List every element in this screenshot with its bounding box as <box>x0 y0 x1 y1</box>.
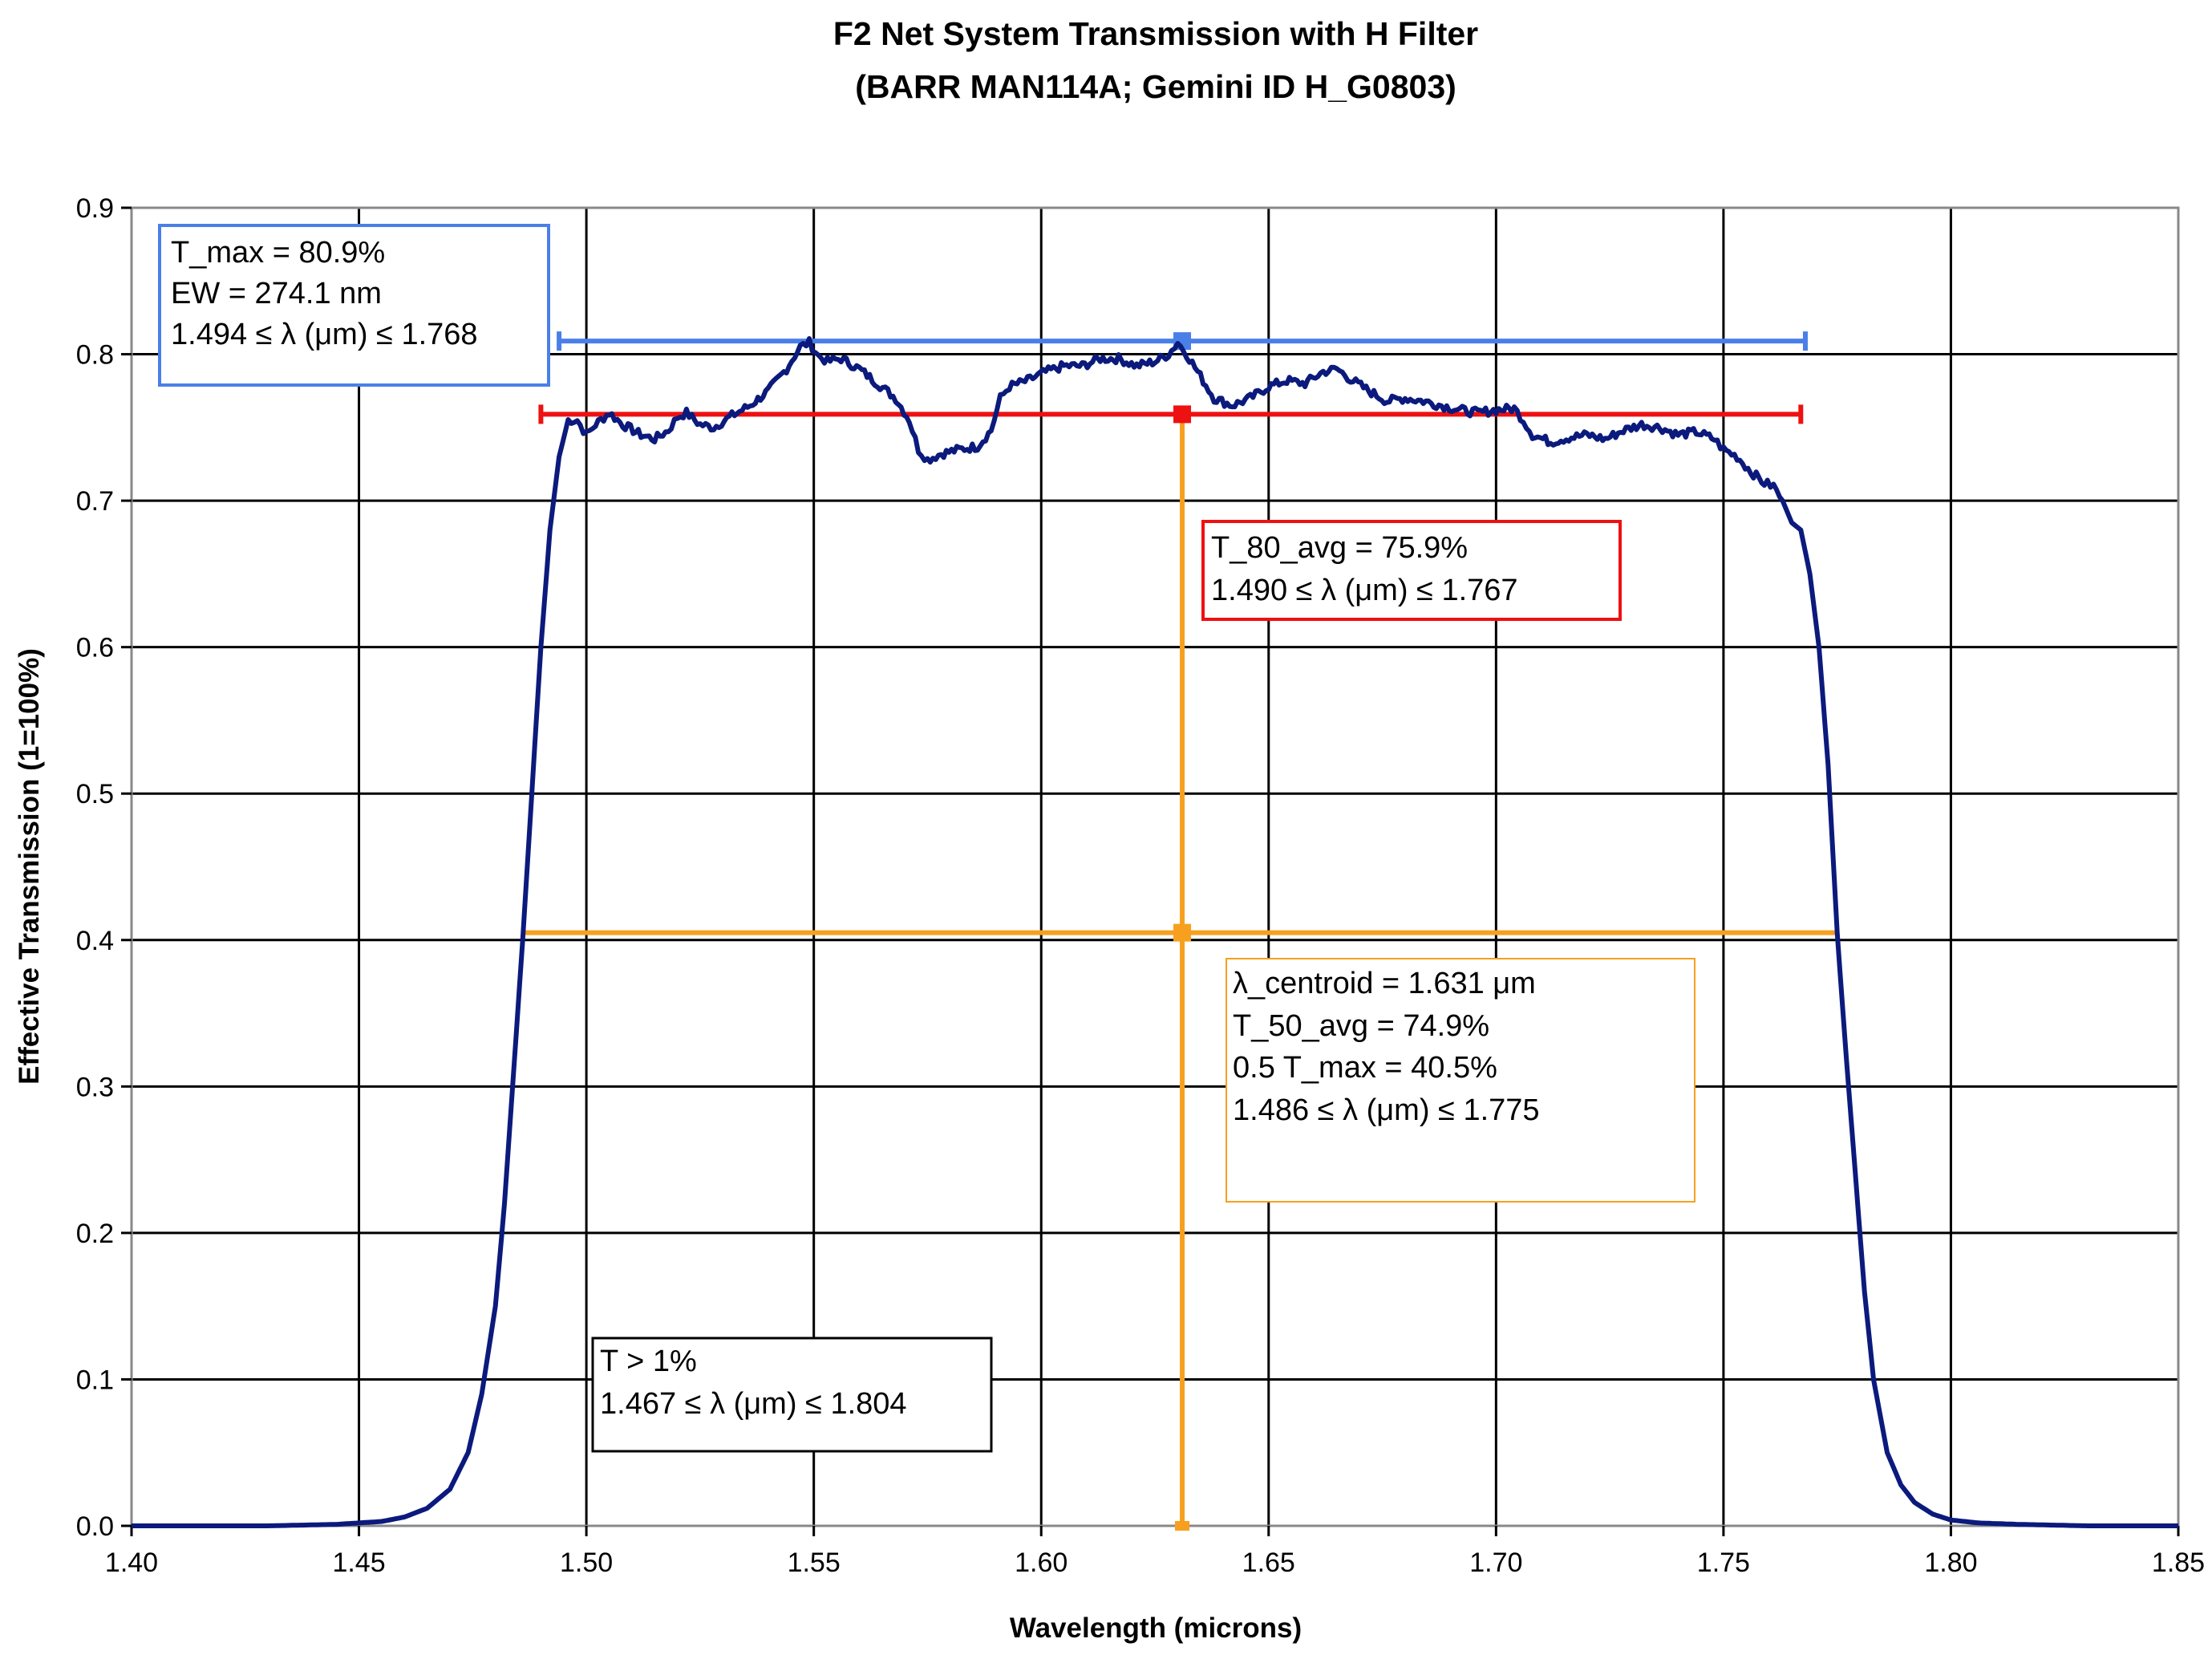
t50-box-line: 0.5 T_max = 40.5% <box>1233 1051 1497 1085</box>
t80-marker <box>1173 405 1192 424</box>
chart-title: F2 Net System Transmission with H Filter <box>833 15 1478 52</box>
t50-box-line: T_50_avg = 74.9% <box>1233 1009 1489 1043</box>
t50-box-frame <box>1226 958 1695 1203</box>
x-tick-label: 1.45 <box>332 1548 385 1578</box>
plot-frame <box>130 206 2180 1527</box>
x-tick-label: 1.85 <box>2152 1548 2205 1578</box>
chart-subtitle: (BARR MAN114A; Gemini ID H_G0803) <box>855 68 1456 105</box>
axis-ticks: 1.40 1.45 1.50 1.55 1.60 1.65 1.70 1.75 1.80 1.85… <box>76 193 2205 1578</box>
y-tick-label: 0.6 <box>76 633 114 663</box>
x-tick-label: 1.50 <box>560 1548 613 1578</box>
t1-annotation-box: T > 1% 1.467 ≤ λ (μm) ≤ 1.804 <box>591 1337 993 1453</box>
tmax-annotation-box: T_max = 80.9% EW = 274.1 nm 1.494 ≤ λ (μ… <box>158 224 550 387</box>
t50-box-line: λ_centroid = 1.631 μm <box>1233 967 1536 1000</box>
x-tick-label: 1.40 <box>105 1548 158 1578</box>
annotation-bars <box>522 331 1837 1531</box>
y-tick-label: 0.0 <box>76 1511 114 1542</box>
x-axis-title: Wavelength (microns) <box>1010 1612 1302 1644</box>
y-tick-label: 0.4 <box>76 926 114 956</box>
y-tick-label: 0.3 <box>76 1072 114 1102</box>
tmax-box-line: 1.494 ≤ λ (μm) ≤ 1.768 <box>171 318 478 351</box>
x-tick-label: 1.75 <box>1697 1548 1750 1578</box>
t80-box-line: 1.490 ≤ λ (μm) ≤ 1.767 <box>1211 574 1518 607</box>
y-tick-label: 0.9 <box>76 193 114 224</box>
grid-lines <box>132 208 2178 1526</box>
x-tick-label: 1.60 <box>1015 1548 1068 1578</box>
t50-marker <box>1173 923 1192 942</box>
series-layer <box>132 336 2178 1528</box>
t1-box-line: T > 1% <box>600 1345 697 1378</box>
y-tick-label: 0.8 <box>76 340 114 371</box>
y-tick-label: 0.5 <box>76 779 114 809</box>
y-tick-label: 0.7 <box>76 486 114 517</box>
x-tick-label: 1.70 <box>1469 1548 1522 1578</box>
tmax-box-line: T_max = 80.9% <box>171 236 385 270</box>
x-tick-label: 1.55 <box>788 1548 841 1578</box>
t80-box-frame <box>1201 520 1622 621</box>
y-tick-label: 0.1 <box>76 1365 114 1395</box>
t1-box-line: 1.467 ≤ λ (μm) ≤ 1.804 <box>600 1387 907 1421</box>
x-tick-label: 1.80 <box>1924 1548 1977 1578</box>
y-axis-title: Effective Transmission (1=100%) <box>14 648 45 1085</box>
t50-annotation-box: λ_centroid = 1.631 μm T_50_avg = 74.9% 0… <box>1226 958 1695 1203</box>
t50-box-line: 1.486 ≤ λ (μm) ≤ 1.775 <box>1233 1093 1540 1127</box>
tmax-box-line: EW = 274.1 nm <box>171 277 382 310</box>
x-tick-label: 1.65 <box>1242 1548 1295 1578</box>
y-tick-label: 0.2 <box>76 1219 114 1249</box>
transmission-curve <box>132 336 2178 1528</box>
centroid-base-marker <box>1175 1521 1190 1531</box>
tmax-box-frame <box>158 224 550 387</box>
t80-box-line: T_80_avg = 75.9% <box>1211 531 1468 565</box>
t80-annotation-box: T_80_avg = 75.9% 1.490 ≤ λ (μm) ≤ 1.767 <box>1201 520 1622 621</box>
t1-box-frame <box>591 1337 993 1453</box>
